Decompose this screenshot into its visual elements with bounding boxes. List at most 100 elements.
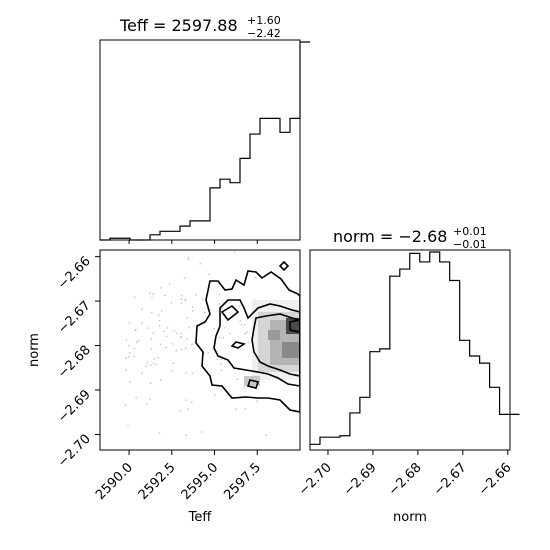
sample-point — [141, 308, 143, 310]
sample-point — [180, 332, 182, 335]
sample-point — [222, 337, 225, 339]
sample-point — [135, 341, 138, 344]
sample-point — [254, 276, 257, 279]
teff-title-sub: −2.42 — [247, 27, 281, 40]
sample-point — [247, 341, 250, 344]
norm-y-tick-label: −2.67 — [55, 298, 94, 337]
sample-point — [157, 357, 160, 359]
norm-ylabel: norm — [27, 333, 42, 367]
sample-point — [160, 310, 163, 312]
histogram-step-line — [100, 41, 310, 241]
norm-x-tick-label: −2.66 — [476, 460, 515, 499]
sample-point — [125, 357, 127, 360]
teff-title-sup: +1.60 — [247, 14, 281, 27]
sample-point — [165, 346, 168, 349]
joint-xticks: 2590.0 2592.5 2595.0 2597.5 — [93, 450, 264, 503]
sample-point — [201, 431, 204, 433]
sample-point — [191, 343, 193, 346]
teff-tick-label: 2597.5 — [221, 460, 264, 503]
sample-point — [218, 293, 221, 296]
norm-xlabel: norm — [393, 510, 427, 525]
sample-point — [125, 369, 127, 371]
sample-point — [145, 365, 148, 367]
sample-point — [159, 379, 162, 381]
teff-title-main: Teff = 2597.88 — [119, 16, 238, 35]
sample-point — [150, 347, 153, 350]
sample-point — [149, 382, 152, 385]
sample-point — [133, 355, 136, 358]
sample-point — [145, 402, 148, 405]
sample-point — [150, 311, 153, 314]
teff-hist-xticks — [128, 240, 258, 244]
sample-point — [150, 337, 153, 340]
sample-point — [191, 305, 194, 308]
sample-point — [164, 294, 166, 297]
sample-point — [135, 329, 137, 331]
sample-point — [187, 326, 190, 329]
sample-point — [133, 347, 136, 350]
contour-inner — [251, 313, 300, 377]
contour-island-1 — [278, 260, 290, 272]
sample-point — [158, 319, 161, 322]
teff-xlabel: Teff — [188, 510, 213, 525]
norm-y-tick-label: −2.66 — [55, 254, 94, 293]
sample-point — [187, 408, 189, 411]
sample-point — [244, 332, 247, 335]
sample-point — [195, 294, 197, 296]
sample-point — [158, 432, 161, 434]
sample-point — [186, 316, 189, 319]
sample-point — [175, 349, 178, 352]
contour-middle — [213, 299, 300, 387]
sample-point — [244, 407, 247, 410]
sample-point — [203, 311, 206, 314]
sample-point — [146, 361, 149, 364]
sample-point — [183, 277, 186, 279]
joint-yticks: −2.70 −2.69 −2.68 −2.67 −2.66 — [55, 254, 100, 471]
teff-hist-frame — [99, 39, 301, 241]
sample-point — [148, 292, 151, 295]
contour-core — [289, 319, 300, 333]
sample-point — [171, 343, 174, 345]
sample-point — [187, 258, 190, 261]
sample-point — [165, 335, 168, 338]
norm-title-sub: −0.01 — [453, 238, 487, 251]
sample-point — [223, 326, 226, 329]
sample-point — [172, 362, 175, 364]
contour-island-4 — [220, 304, 240, 322]
sample-point — [221, 307, 223, 310]
sample-point — [184, 347, 187, 350]
norm-title-main: norm = −2.68 — [333, 227, 447, 246]
sample-point — [219, 363, 222, 366]
sample-point — [141, 322, 143, 325]
sample-point — [201, 298, 204, 301]
norm-x-tick-label: −2.70 — [296, 460, 335, 499]
sample-point — [128, 322, 131, 324]
sample-point — [152, 362, 155, 364]
sample-point — [170, 302, 173, 304]
sample-point — [141, 372, 143, 374]
sample-point — [147, 327, 150, 330]
sample-point — [216, 358, 219, 361]
sample-point — [180, 348, 183, 351]
norm-x-tick-label: −2.69 — [341, 460, 380, 499]
contour-outer — [195, 270, 300, 413]
sample-point — [236, 378, 239, 380]
sample-point — [173, 330, 176, 332]
sample-point — [218, 303, 221, 305]
sample-point — [255, 400, 258, 403]
sample-point — [149, 398, 152, 400]
sample-point — [152, 293, 154, 296]
sample-point — [220, 358, 223, 361]
norm-y-tick-label: −2.70 — [55, 432, 94, 471]
sample-point — [137, 339, 140, 342]
sample-point — [180, 298, 183, 301]
sample-point — [187, 256, 190, 259]
sample-point — [239, 319, 242, 322]
sample-point — [166, 327, 169, 329]
svg-text:norm = −2.68: norm = −2.68 — [333, 227, 447, 246]
sample-point — [129, 351, 131, 354]
sample-point — [179, 409, 182, 412]
sample-point — [133, 296, 136, 299]
teff-tick-label: 2590.0 — [93, 460, 136, 503]
